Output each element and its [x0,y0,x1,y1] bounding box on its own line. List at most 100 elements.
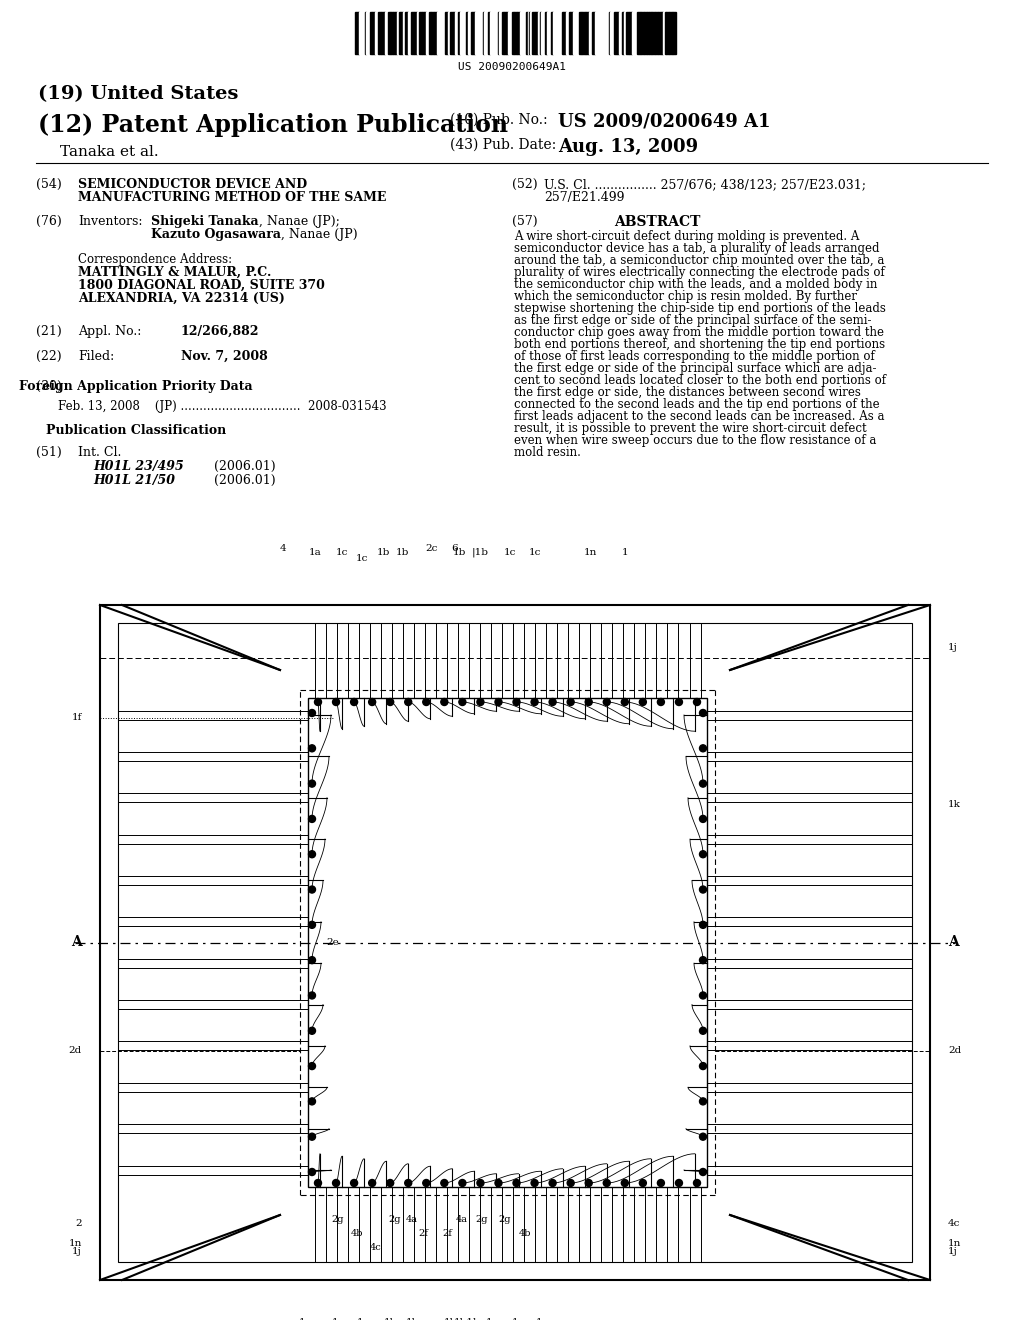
Bar [652,12,655,54]
Bar [592,12,595,54]
Text: 1c: 1c [536,1317,548,1320]
Text: 1c: 1c [504,548,516,557]
Bar [624,12,626,54]
Text: (54): (54) [36,178,61,191]
Circle shape [308,1063,315,1069]
Bar [118,876,308,884]
Text: (10) Pub. No.:: (10) Pub. No.: [450,114,548,127]
Text: MATTINGLY & MALUR, P.C.: MATTINGLY & MALUR, P.C. [78,267,271,279]
Text: Int. Cl.: Int. Cl. [78,446,122,459]
Bar [355,12,358,54]
Text: Appl. No.:: Appl. No.: [78,325,141,338]
Text: H01L 21/50: H01L 21/50 [93,474,175,487]
Text: 2g: 2g [476,1214,488,1224]
Bar [707,1082,912,1092]
Bar [314,623,326,698]
Circle shape [693,698,700,705]
Bar [707,752,912,760]
Text: (30): (30) [36,380,61,393]
Bar [563,12,566,54]
Bar [641,12,644,54]
Text: plurality of wires electrically connecting the electrode pads of: plurality of wires electrically connecti… [514,267,885,279]
Bar [644,12,647,54]
Bar [481,12,483,54]
Bar [375,12,378,54]
Circle shape [308,957,315,964]
Text: U.S. Cl. ................ 257/676; 438/123; 257/E23.031;: U.S. Cl. ................ 257/676; 438/1… [544,178,866,191]
Bar [395,12,397,54]
Circle shape [699,1098,707,1105]
Bar [513,623,524,698]
Text: 1n: 1n [584,548,597,557]
Bar [118,1001,308,1008]
Circle shape [622,698,629,705]
Bar [707,793,912,803]
Bar [548,12,551,54]
Circle shape [495,1180,502,1187]
Bar [513,1187,524,1262]
Bar [422,12,424,54]
Text: MANUFACTURING METHOD OF THE SAME: MANUFACTURING METHOD OF THE SAME [78,191,386,205]
Bar [429,12,431,54]
Text: 4b: 4b [519,1229,531,1238]
Bar [707,834,912,843]
Circle shape [657,698,665,705]
Bar [658,12,662,54]
Circle shape [585,698,592,705]
Text: 1b: 1b [406,1317,419,1320]
Bar [556,12,559,54]
Bar [589,12,592,54]
Text: 1: 1 [622,548,629,557]
Text: the first edge or side of the principal surface which are adja-: the first edge or side of the principal … [514,362,877,375]
Circle shape [513,698,520,705]
Circle shape [585,1180,592,1187]
Bar [517,12,520,54]
Bar [673,12,676,54]
Bar [492,12,494,54]
Bar [408,12,411,54]
Text: the semiconductor chip with the leads, and a molded body in: the semiconductor chip with the leads, a… [514,279,878,290]
Bar [502,12,504,54]
Text: , Nanae (JP);: , Nanae (JP); [259,215,340,228]
Circle shape [699,991,707,999]
Bar [359,12,362,54]
Circle shape [699,744,707,752]
Bar [367,12,370,54]
Text: Shigeki Tanaka: Shigeki Tanaka [151,215,259,228]
Text: 1c: 1c [332,1317,344,1320]
Bar [566,12,569,54]
Text: which the semiconductor chip is resin molded. By further: which the semiconductor chip is resin mo… [514,290,857,304]
Text: 1800 DIAGONAL ROAD, SUITE 370: 1800 DIAGONAL ROAD, SUITE 370 [78,279,325,292]
Circle shape [676,698,682,705]
Bar [362,12,365,54]
Text: Correspondence Address:: Correspondence Address: [78,253,232,267]
Text: 4a: 4a [406,1214,418,1224]
Text: H01L 23/495: H01L 23/495 [93,459,183,473]
Bar [606,12,609,54]
Bar [424,12,426,54]
Text: result, it is possible to prevent the wire short-circuit defect: result, it is possible to prevent the wi… [514,422,866,436]
Bar [397,12,399,54]
Circle shape [308,991,315,999]
Circle shape [387,1180,393,1187]
Bar [494,12,496,54]
Bar [624,1187,634,1262]
Text: Feb. 13, 2008    (JP) ................................  2008-031543: Feb. 13, 2008 (JP) .....................… [58,400,387,413]
Bar [512,12,514,54]
Circle shape [404,698,412,705]
Text: 4a: 4a [456,1214,468,1224]
Circle shape [699,1133,707,1140]
Text: 1k: 1k [948,800,961,809]
Text: 1c: 1c [336,548,348,557]
Bar [419,12,422,54]
Bar [446,623,458,698]
Text: 1b1b: 1b1b [454,1317,480,1320]
Bar [490,12,492,54]
Bar [601,623,612,698]
Circle shape [314,698,322,705]
Text: SEMICONDUCTOR DEVICE AND: SEMICONDUCTOR DEVICE AND [78,178,307,191]
Bar [118,834,308,843]
Bar [707,917,912,927]
Circle shape [622,1180,629,1187]
Circle shape [495,698,502,705]
